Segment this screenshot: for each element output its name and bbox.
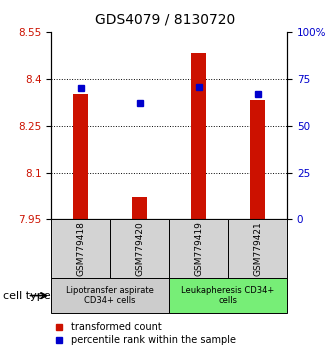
Text: GSM779419: GSM779419 [194, 221, 203, 276]
Legend: transformed count, percentile rank within the sample: transformed count, percentile rank withi… [51, 319, 239, 349]
Bar [191, 53, 206, 219]
Bar [250, 100, 265, 219]
Bar [51, 219, 110, 278]
Text: GSM779421: GSM779421 [253, 221, 262, 276]
Bar [132, 197, 147, 219]
Bar [169, 219, 228, 278]
Bar [51, 278, 169, 313]
Text: GSM779418: GSM779418 [76, 221, 85, 276]
Bar [110, 219, 169, 278]
Text: Leukapheresis CD34+
cells: Leukapheresis CD34+ cells [182, 286, 275, 305]
Text: GSM779420: GSM779420 [135, 221, 144, 276]
Bar [73, 94, 88, 219]
Text: cell type: cell type [3, 291, 51, 301]
Bar [169, 278, 287, 313]
Bar [228, 219, 287, 278]
Text: Lipotransfer aspirate
CD34+ cells: Lipotransfer aspirate CD34+ cells [66, 286, 154, 305]
Text: GDS4079 / 8130720: GDS4079 / 8130720 [95, 12, 235, 27]
